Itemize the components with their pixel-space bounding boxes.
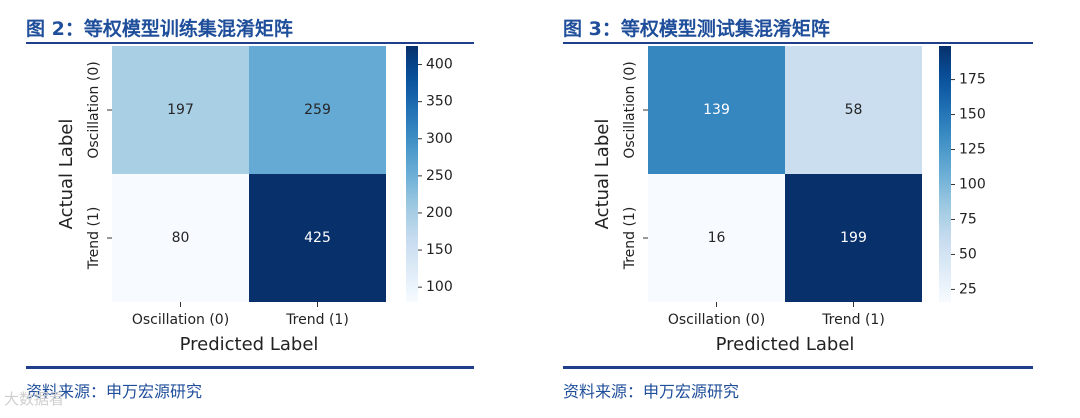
cell-value-label: 425 bbox=[304, 230, 331, 246]
colorbar-tick-label: 150 bbox=[959, 107, 986, 123]
x-tick-label: Trend (1) bbox=[821, 312, 885, 328]
y-axis-title: Actual Label bbox=[592, 119, 613, 230]
heatmap-cell bbox=[249, 174, 386, 302]
colorbar-tick-label: 25 bbox=[959, 281, 977, 297]
colorbar bbox=[406, 46, 418, 302]
figure-title: 图 3：等权模型测试集混淆矩阵 bbox=[563, 18, 830, 40]
colorbar-tick-label: 125 bbox=[959, 142, 986, 158]
colorbar-tick-label: 350 bbox=[426, 94, 453, 110]
colorbar-tick-label: 150 bbox=[426, 242, 453, 258]
colorbar-tick-label: 200 bbox=[426, 205, 453, 221]
colorbar-tick-label: 50 bbox=[959, 246, 977, 262]
cell-value-label: 259 bbox=[304, 102, 331, 118]
source-rule bbox=[563, 366, 1033, 369]
heatmap-cell bbox=[785, 46, 922, 174]
cell-value-label: 139 bbox=[703, 102, 730, 118]
cell-value-label: 16 bbox=[708, 230, 726, 246]
y-tick-label: Trend (1) bbox=[622, 207, 638, 271]
title-rule bbox=[26, 42, 474, 44]
x-axis-title: Predicted Label bbox=[716, 334, 855, 355]
left-chart-panel: 图 2：等权模型训练集混淆矩阵 197 259 80 425 Oscillation (… bbox=[26, 0, 476, 418]
figure-title: 图 2：等权模型训练集混淆矩阵 bbox=[26, 18, 293, 40]
x-tick-label: Oscillation (0) bbox=[668, 312, 765, 328]
y-tick-label: Oscillation (0) bbox=[622, 61, 638, 158]
heatmap-cell bbox=[112, 174, 249, 302]
title-rule bbox=[563, 42, 1033, 44]
cell-value-label: 80 bbox=[172, 230, 190, 246]
colorbar bbox=[939, 46, 951, 302]
heatmap-cell bbox=[785, 174, 922, 302]
x-tick-label: Oscillation (0) bbox=[132, 312, 229, 328]
colorbar-tick-label: 75 bbox=[959, 211, 977, 227]
cell-value-label: 199 bbox=[840, 230, 867, 246]
heatmap-cell bbox=[648, 46, 785, 174]
y-tick-label: Oscillation (0) bbox=[86, 61, 102, 158]
source-note: 资料来源：申万宏源研究 bbox=[26, 382, 203, 401]
confusion-matrix-heatmap: 139 58 16 199 Oscillation (0) Trend (1) Oscill… bbox=[592, 46, 986, 355]
confusion-matrix-heatmap: 197 259 80 425 Oscillation (0) Trend (1) Oscil… bbox=[56, 46, 453, 355]
colorbar-tick-label: 175 bbox=[959, 72, 986, 88]
heatmap-cell bbox=[648, 174, 785, 302]
colorbar-tick-label: 300 bbox=[426, 131, 453, 147]
colorbar-tick-label: 100 bbox=[959, 176, 986, 192]
y-tick-label: Trend (1) bbox=[86, 207, 102, 271]
heatmap-cell bbox=[112, 46, 249, 174]
heatmap-cell bbox=[249, 46, 386, 174]
source-rule bbox=[26, 366, 474, 369]
right-chart-panel: 图 3：等权模型测试集混淆矩阵 139 58 16 199 Oscillation (0… bbox=[563, 0, 1033, 418]
cell-value-label: 58 bbox=[845, 102, 863, 118]
watermark: 大数据看 bbox=[4, 390, 65, 408]
source-note: 资料来源：申万宏源研究 bbox=[563, 382, 740, 401]
cell-value-label: 197 bbox=[167, 102, 194, 118]
y-axis-title: Actual Label bbox=[56, 119, 77, 230]
colorbar-tick-label: 100 bbox=[426, 279, 453, 295]
colorbar-tick-label: 250 bbox=[426, 168, 453, 184]
x-axis-title: Predicted Label bbox=[180, 334, 319, 355]
colorbar-tick-label: 400 bbox=[426, 57, 453, 73]
x-tick-label: Trend (1) bbox=[285, 312, 349, 328]
